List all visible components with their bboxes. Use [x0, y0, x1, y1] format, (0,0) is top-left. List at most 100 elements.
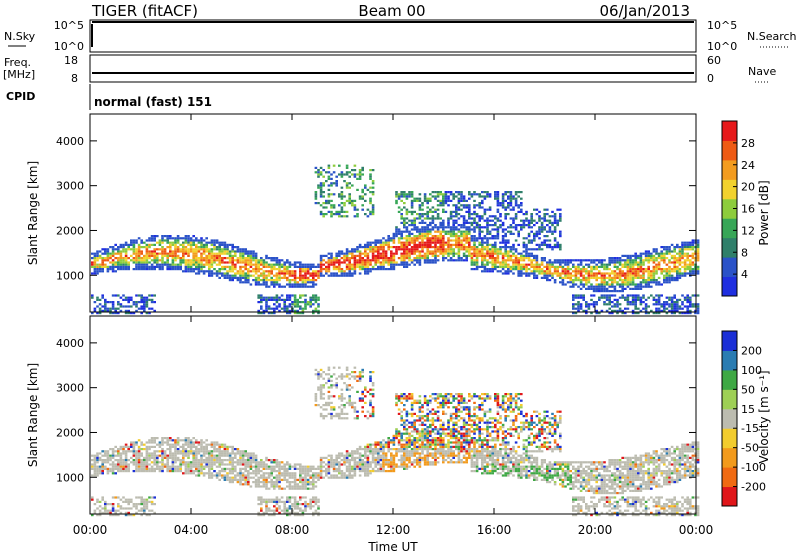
- velocity-cell: [192, 463, 195, 466]
- velocity-cell: [187, 463, 190, 466]
- power-cell: [192, 263, 195, 266]
- power-cell: [449, 213, 453, 216]
- power-cell: [296, 303, 299, 306]
- power-cell: [574, 283, 578, 286]
- power-cell: [353, 265, 357, 268]
- power-cell: [507, 213, 510, 216]
- velocity-cell: [145, 507, 149, 510]
- power-cell: [244, 250, 247, 253]
- power-cell: [483, 237, 487, 240]
- power-cell: [522, 226, 526, 229]
- power-cell: [418, 213, 422, 216]
- power-cell: [647, 272, 650, 275]
- power-cell: [244, 248, 247, 251]
- power-cell: [423, 243, 427, 246]
- power-cell: [226, 276, 229, 279]
- velocity-cell: [192, 470, 195, 473]
- power-cell: [540, 263, 544, 266]
- power-cell: [548, 261, 552, 264]
- velocity-cell: [119, 445, 123, 448]
- power-cell: [647, 268, 650, 271]
- power-cell: [626, 274, 630, 277]
- power-cell: [592, 272, 596, 275]
- power-cell: [140, 312, 143, 315]
- power-cell: [299, 301, 302, 304]
- velocity-cell: [98, 511, 102, 514]
- power-cell: [530, 265, 533, 268]
- power-cell: [551, 246, 554, 249]
- power-cell: [319, 259, 323, 262]
- power-cell: [616, 259, 619, 262]
- velocity-cell: [163, 465, 167, 468]
- power-cell: [442, 221, 445, 224]
- power-cell: [486, 217, 489, 220]
- power-cell: [504, 206, 507, 209]
- power-cell: [343, 215, 346, 218]
- power-cell: [228, 243, 232, 246]
- power-cell: [182, 252, 185, 255]
- power-cell: [561, 279, 565, 282]
- power-cell: [283, 301, 286, 304]
- power-cell: [174, 250, 177, 253]
- power-cell: [525, 265, 528, 268]
- power-cell: [499, 263, 502, 266]
- power-cell: [465, 241, 468, 244]
- velocity-cell: [200, 465, 203, 468]
- power-cell: [556, 272, 559, 275]
- power-cell: [400, 199, 403, 202]
- velocity-cell: [93, 459, 97, 462]
- velocity-cell: [171, 470, 175, 473]
- power-cell: [691, 257, 695, 260]
- power-cell: [587, 274, 591, 277]
- power-cell: [143, 241, 146, 244]
- velocity-cell: [291, 503, 294, 506]
- velocity-cell: [252, 476, 255, 479]
- power-cell: [260, 298, 263, 301]
- power-cell: [187, 263, 190, 266]
- power-cell: [260, 279, 263, 282]
- power-cell: [616, 301, 619, 304]
- velocity-cell: [213, 450, 216, 453]
- power-cell: [483, 265, 487, 268]
- power-cell: [278, 303, 281, 306]
- velocity-cell: [187, 456, 190, 459]
- power-cell: [291, 283, 294, 286]
- power-cell: [624, 276, 627, 279]
- power-cell: [184, 261, 188, 264]
- power-cell: [616, 265, 619, 268]
- power-cell: [218, 254, 221, 257]
- velocity-cell: [122, 467, 125, 470]
- power-cell: [444, 193, 448, 196]
- velocity-cell: [143, 467, 146, 470]
- power-cell: [421, 246, 424, 249]
- power-cell: [361, 259, 364, 262]
- power-cell: [169, 268, 172, 271]
- power-cell: [660, 246, 663, 249]
- power-cell: [540, 272, 544, 275]
- power-cell: [595, 274, 598, 277]
- power-cell: [512, 272, 515, 275]
- power-cell: [418, 221, 422, 224]
- power-cell: [551, 221, 554, 224]
- velocity-cell: [140, 507, 143, 510]
- power-cell: [114, 261, 117, 264]
- power-cell: [166, 254, 169, 257]
- power-cell: [301, 283, 305, 286]
- power-cell: [442, 224, 445, 227]
- power-cell: [486, 226, 489, 229]
- power-cell: [124, 312, 128, 315]
- power-cell: [473, 252, 476, 255]
- power-cell: [288, 294, 292, 297]
- power-cell: [408, 263, 411, 266]
- power-cell: [642, 296, 645, 299]
- power-cell: [304, 303, 307, 306]
- power-cell: [538, 215, 541, 218]
- power-cell: [626, 294, 630, 297]
- power-cell: [535, 232, 539, 235]
- power-cell: [371, 252, 375, 255]
- velocity-cell: [158, 443, 162, 446]
- velocity-cell: [132, 505, 136, 508]
- power-cell: [624, 261, 627, 264]
- power-cell: [387, 246, 390, 249]
- power-cell: [611, 272, 614, 275]
